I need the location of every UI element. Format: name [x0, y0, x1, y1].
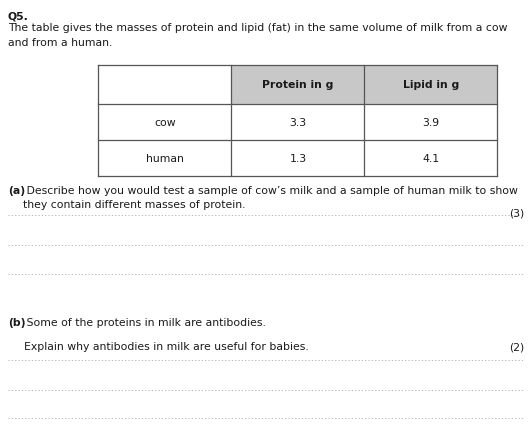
Text: The table gives the masses of protein and lipid (fat) in the same volume of milk: The table gives the masses of protein an…: [8, 23, 508, 48]
Text: (a): (a): [8, 185, 25, 195]
Text: Some of the proteins in milk are antibodies.: Some of the proteins in milk are antibod…: [23, 317, 266, 327]
Text: 3.3: 3.3: [289, 118, 306, 127]
Text: Protein in g: Protein in g: [262, 80, 334, 90]
Text: 1.3: 1.3: [289, 154, 306, 164]
Bar: [364, 66, 497, 104]
Text: 3.9: 3.9: [422, 118, 439, 127]
Bar: [231, 66, 364, 104]
Text: 4.1: 4.1: [422, 154, 439, 164]
Text: Describe how you would test a sample of cow’s milk and a sample of human milk to: Describe how you would test a sample of …: [23, 185, 518, 210]
Text: (b): (b): [8, 317, 26, 327]
Text: (2): (2): [509, 342, 524, 351]
Text: cow: cow: [154, 118, 176, 127]
Text: Explain why antibodies in milk are useful for babies.: Explain why antibodies in milk are usefu…: [24, 342, 309, 351]
Text: Q5.: Q5.: [8, 12, 29, 22]
Text: human: human: [146, 154, 184, 164]
Text: Lipid in g: Lipid in g: [403, 80, 459, 90]
Text: (3): (3): [509, 208, 524, 218]
